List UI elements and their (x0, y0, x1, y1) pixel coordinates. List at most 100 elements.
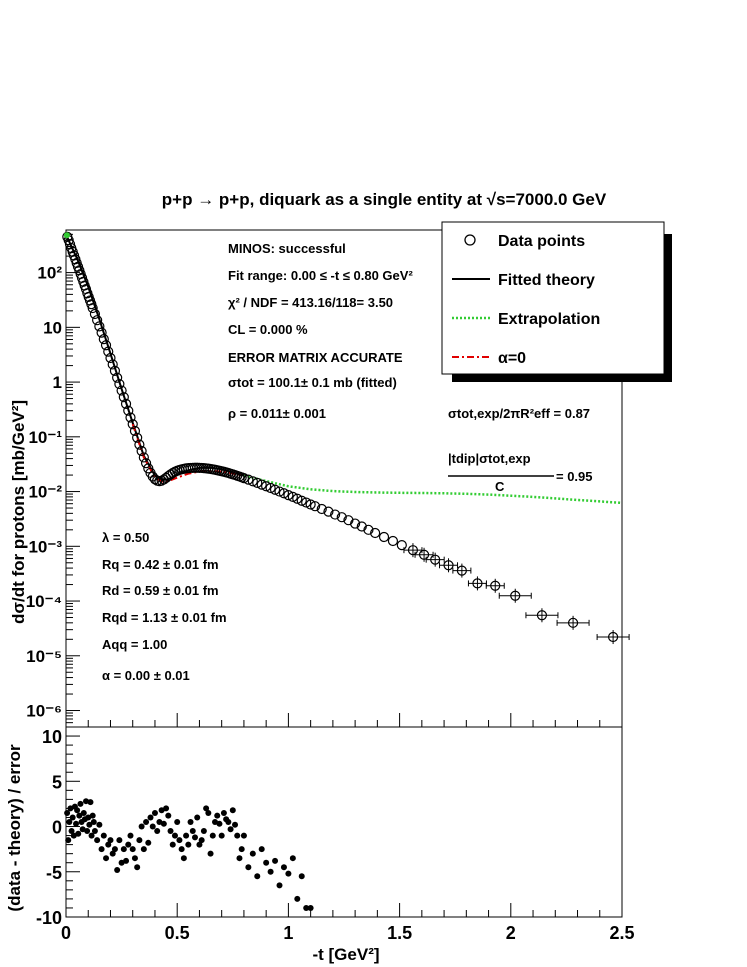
residual-point (289, 855, 296, 862)
main-y-tick-label: 10⁻⁵ (26, 647, 62, 666)
residual-point (205, 809, 212, 816)
legend-label-fitted-theory: Fitted theory (498, 272, 595, 289)
residual-point (276, 882, 283, 889)
residual-point (238, 846, 245, 853)
residual-point (272, 857, 279, 864)
residual-point (100, 832, 107, 839)
data-point (238, 473, 250, 484)
data-point (330, 509, 341, 520)
residual-point (258, 846, 265, 853)
data-point (98, 333, 109, 345)
residual-point (280, 864, 287, 871)
main-y-tick-label: 10 (43, 318, 62, 337)
data-point (567, 617, 579, 628)
data-point (116, 385, 127, 396)
ratio-fraction-value: = 0.95 (556, 469, 593, 484)
residual-point (225, 819, 232, 825)
data-point (456, 565, 467, 576)
residual-y-tick-label: -10 (36, 908, 62, 928)
residual-point (111, 846, 118, 853)
residual-point (83, 798, 90, 805)
data-point (96, 327, 107, 338)
data-point (256, 479, 267, 490)
residual-point (73, 820, 80, 827)
param-line-2: Rd = 0.59 ± 0.01 fm (102, 583, 219, 598)
residual-point (200, 828, 207, 835)
residual-point (131, 855, 138, 862)
residual-point (178, 846, 185, 853)
param-line-3: Rqd = 1.13 ± 0.01 fm (102, 610, 227, 625)
data-point (114, 378, 125, 390)
residual-point (203, 805, 210, 812)
x-tick-label: 2 (506, 923, 516, 943)
residual-point (75, 830, 82, 837)
main-y-tick-label: 10⁻⁴ (26, 592, 62, 611)
data-point (265, 482, 276, 494)
fit-parameters: λ = 0.50 Rq = 0.42 ± 0.01 fm Rd = 0.59 ±… (102, 530, 227, 683)
residual-point (214, 812, 221, 819)
residual-point (98, 846, 105, 853)
residual-point (114, 866, 121, 873)
data-point (287, 491, 298, 502)
residual-point (90, 819, 97, 825)
data-point (296, 495, 307, 506)
residual-point (80, 809, 87, 816)
residual-point (105, 841, 112, 848)
legend-label-extrapolation: Extrapolation (498, 311, 600, 328)
residual-point (303, 904, 310, 911)
residual-point (65, 837, 72, 844)
residual-point (285, 870, 292, 877)
data-point (510, 590, 521, 601)
data-point (301, 497, 312, 508)
data-point (112, 372, 123, 383)
residual-point (69, 814, 76, 821)
residual-point (116, 837, 123, 844)
main-y-tick-label: 10⁻¹ (28, 428, 62, 447)
ratio-fraction-numerator: |tdip|σtot,exp (448, 451, 531, 466)
data-point (283, 490, 294, 501)
data-point (430, 554, 441, 565)
residual-point (294, 895, 301, 902)
param-line-0: λ = 0.50 (102, 530, 149, 545)
data-point (132, 432, 143, 443)
residual-plot-frame (65, 726, 623, 918)
residual-axes: -10 -5 0 5 10 0 0.5 1 1.5 2 2.5 (36, 727, 635, 943)
data-point (107, 359, 118, 370)
residual-point (209, 832, 216, 839)
data-point (134, 439, 145, 450)
residual-point (96, 821, 103, 828)
residual-point (307, 904, 314, 911)
residual-point (254, 873, 261, 880)
fit-info-line-1: Fit range: 0.00 ≤ -t ≤ 0.80 GeV² (228, 268, 413, 283)
residual-point (160, 820, 167, 827)
residual-point (84, 828, 91, 835)
residual-point (68, 828, 75, 835)
data-point (336, 512, 347, 523)
residual-point (220, 809, 227, 816)
residual-point (143, 819, 150, 825)
residual-point (240, 832, 247, 839)
x-tick-label: 1.5 (387, 923, 412, 943)
x-axis-label: -t [GeV²] (312, 945, 379, 964)
residual-point (245, 864, 252, 871)
residual-point (89, 812, 96, 819)
data-point (305, 499, 316, 510)
fit-info-line-2: χ² / NDF = 413.16/118= 3.50 (228, 295, 393, 310)
residual-point (109, 850, 116, 857)
x-tick-label: 1 (283, 923, 293, 943)
residual-point (191, 834, 198, 841)
data-point (140, 458, 152, 469)
residual-y-axis-label: (data - theory) / error (5, 744, 24, 912)
data-point (92, 315, 103, 326)
data-point (129, 425, 141, 437)
main-y-tick-label: 10⁻³ (28, 537, 62, 556)
fit-info: MINOS: successful Fit range: 0.00 ≤ -t ≤… (228, 241, 413, 421)
data-point (94, 321, 105, 332)
main-y-tick-label: 10⁻⁶ (26, 702, 62, 721)
data-point (103, 346, 114, 357)
residual-point (189, 828, 196, 835)
param-line-1: Rq = 0.42 ± 0.01 fm (102, 557, 219, 572)
residual-point (94, 837, 101, 844)
data-point (536, 610, 548, 621)
param-line-4: Aqq = 1.00 (102, 637, 167, 652)
